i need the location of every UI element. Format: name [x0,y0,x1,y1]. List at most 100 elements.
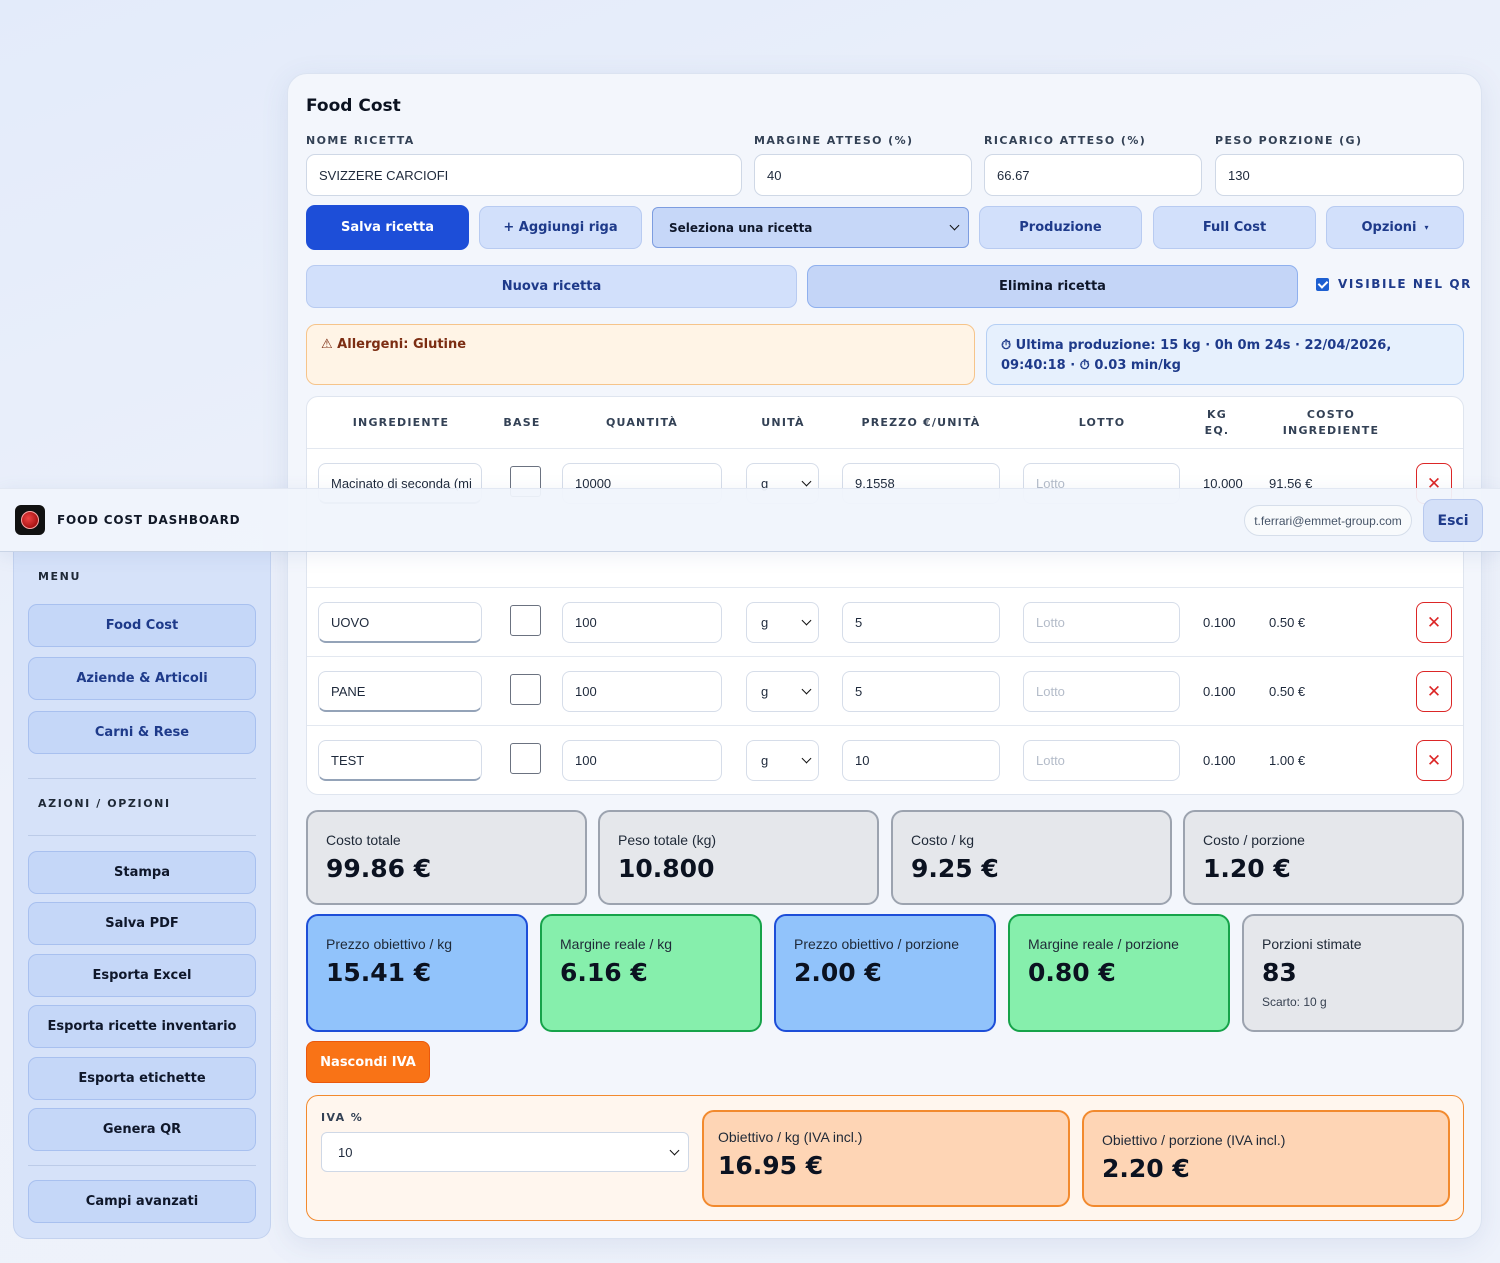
target-price-kg-card: Prezzo obiettivo / kg 15.41 € [306,914,528,1032]
unit-select[interactable]: g [746,671,819,712]
unit-value: g [761,753,769,768]
cost-per-kg-card: Costo / kg 9.25 € [891,810,1172,905]
page-title: Food Cost [306,96,401,116]
ingredient-input[interactable]: PANE [318,671,482,712]
generate-qr-button[interactable]: Genera QR [28,1108,256,1151]
chevron-down-icon [801,615,812,626]
export-labels-button[interactable]: Esporta etichette [28,1057,256,1100]
col-quantity: QUANTITÀ [605,416,679,429]
real-margin-portion-value: 0.80 € [1028,958,1116,987]
export-excel-button[interactable]: Esporta Excel [28,954,256,997]
sidebar-divider [28,778,256,779]
price-input[interactable]: 5 [842,602,1000,643]
delete-row-button[interactable]: ✕ [1416,602,1452,643]
close-icon: ✕ [1426,612,1442,633]
delete-row-button[interactable]: ✕ [1416,740,1452,781]
add-row-button[interactable]: + Aggiungi riga [479,206,642,249]
col-cost-line1: COSTO [1306,408,1356,421]
unit-select[interactable]: g [746,740,819,781]
full-cost-button[interactable]: Full Cost [1153,206,1316,249]
cost-per-kg-value: 9.25 € [911,854,999,883]
hide-iva-button[interactable]: Nascondi IVA [306,1041,430,1083]
total-cost-value: 99.86 € [326,854,432,883]
logo-icon [21,511,39,529]
delete-recipe-button[interactable]: Elimina ricetta [807,265,1298,308]
unit-select[interactable]: g [746,602,819,643]
logout-button[interactable]: Esci [1423,499,1483,542]
target-price-kg-label: Prezzo obiettivo / kg [326,936,453,952]
allergens-alert: ⚠ Allergeni: Glutine [306,324,975,385]
sidebar-divider [28,1165,256,1166]
options-button[interactable]: Opzioni ▾ [1326,206,1464,249]
print-button[interactable]: Stampa [28,851,256,894]
delete-row-button[interactable]: ✕ [1416,671,1452,712]
real-margin-portion-label: Margine reale / porzione [1028,936,1179,952]
lot-input[interactable]: Lotto [1023,602,1180,643]
target-price-portion-card: Prezzo obiettivo / porzione 2.00 € [774,914,996,1032]
user-email: t.ferrari@emmet-group.com [1244,505,1412,536]
close-icon: ✕ [1426,681,1442,702]
export-inventory-recipes-button[interactable]: Esporta ricette inventario [28,1005,256,1048]
kg-eq-value: 0.100 [1203,615,1236,630]
estimated-portions-value: 83 [1262,958,1297,987]
col-unit: UNITÀ [761,416,805,429]
real-margin-kg-label: Margine reale / kg [560,936,673,952]
price-input[interactable]: 10 [842,740,1000,781]
kg-eq-value: 0.100 [1203,684,1236,699]
advanced-fields-button[interactable]: Campi avanzati [28,1180,256,1223]
price-input[interactable]: 5 [842,671,1000,712]
recipe-name-input[interactable]: SVIZZERE CARCIOFI [306,154,742,196]
ingredient-cost-value: 1.00 € [1269,753,1306,768]
total-cost-card: Costo totale 99.86 € [306,810,587,905]
lot-input[interactable]: Lotto [1023,671,1180,712]
quantity-input[interactable]: 100 [562,740,722,781]
lot-input[interactable]: Lotto [1023,740,1180,781]
quantity-input[interactable]: 100 [562,602,722,643]
kg-eq-value: 10.000 [1203,476,1243,491]
ingredient-input[interactable]: UOVO [318,602,482,643]
real-margin-kg-card: Margine reale / kg 6.16 € [540,914,762,1032]
iva-select[interactable]: 10 [321,1132,689,1172]
save-pdf-button[interactable]: Salva PDF [28,902,256,945]
production-info-alert: ⏱ Ultima produzione: 15 kg · 0h 0m 24s ·… [986,324,1464,385]
close-icon: ✕ [1426,750,1442,771]
chevron-down-icon [801,476,812,487]
sidebar: MENU Food Cost Aziende & Articoli Carni … [13,552,271,1239]
ingredients-table: INGREDIENTE BASE QUANTITÀ UNITÀ PREZZO €… [306,396,1464,795]
options-button-label: Opzioni [1361,220,1417,235]
chevron-down-icon [669,1145,680,1155]
qr-visible-checkbox[interactable] [1316,277,1329,291]
sidebar-item-companies-articles[interactable]: Aziende & Articoli [28,657,256,700]
new-recipe-button[interactable]: Nuova ricetta [306,265,797,308]
save-recipe-button[interactable]: Salva ricetta [306,205,469,250]
qr-visible-toggle[interactable]: VISIBILE NEL QR [1316,277,1472,291]
unit-value: g [761,684,769,699]
sidebar-item-meats-yields[interactable]: Carni & Rese [28,711,256,754]
total-cost-label: Costo totale [326,832,401,848]
chevron-down-icon [801,684,812,695]
portion-weight-input[interactable]: 130 [1215,154,1464,196]
recipe-select[interactable]: Seleziona una ricetta [652,207,969,248]
total-weight-label: Peso totale (kg) [618,832,717,848]
ingredient-input[interactable]: TEST [318,740,482,781]
actions-heading: AZIONI / OPZIONI [38,797,171,810]
col-ingredient: INGREDIENTE [352,416,450,429]
ingredient-cost-value: 91.56 € [1269,476,1313,491]
base-checkbox[interactable] [510,605,541,636]
margin-input[interactable]: 40 [754,154,972,196]
quantity-input[interactable]: 100 [562,671,722,712]
unit-value: g [761,615,769,630]
unit-value: g [761,476,769,491]
markup-input[interactable]: 66.67 [984,154,1202,196]
kg-eq-value: 0.100 [1203,753,1236,768]
base-checkbox[interactable] [510,674,541,705]
portion-weight-label: PESO PORZIONE (G) [1215,134,1363,147]
sidebar-divider [28,835,256,836]
sidebar-item-food-cost[interactable]: Food Cost [28,604,256,647]
col-price: PREZZO €/UNITÀ [861,416,981,429]
target-kg-iva-label: Obiettivo / kg (IVA incl.) [718,1129,863,1145]
production-button[interactable]: Produzione [979,206,1142,249]
total-weight-card: Peso totale (kg) 10.800 [598,810,879,905]
base-checkbox[interactable] [510,743,541,774]
total-weight-value: 10.800 [618,854,715,883]
